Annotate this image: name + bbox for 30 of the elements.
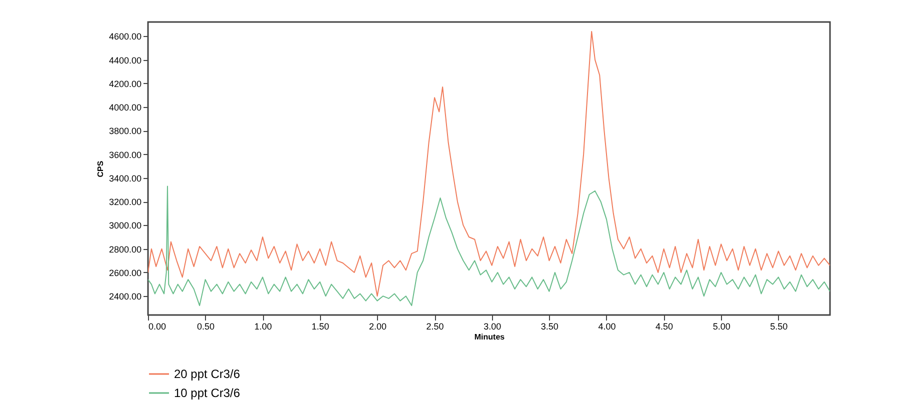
- y-tick-label: 2400.00: [108, 292, 142, 302]
- line-series: [148, 186, 830, 306]
- y-tick-label: 3800.00: [108, 126, 142, 136]
- x-tick-label: 2.00: [368, 322, 387, 332]
- x-tick-label: 1.50: [312, 322, 330, 332]
- x-tick-label: 5.50: [770, 322, 788, 332]
- y-tick-label: 4400.00: [108, 55, 142, 66]
- x-tick-label: 4.00: [598, 322, 616, 332]
- x-tick-label: 0.00: [148, 322, 166, 332]
- legend-label: 20 ppt Cr3/6: [174, 367, 240, 381]
- y-tick-label: 4200.00: [108, 78, 142, 89]
- line-series: [148, 30, 830, 297]
- x-tick-label: 1.00: [254, 322, 272, 332]
- y-tick-label: 4000.00: [108, 102, 142, 113]
- x-tick-label: 0.50: [197, 322, 215, 332]
- y-axis-title: CPS: [96, 160, 105, 178]
- x-tick-label: 2.50: [426, 322, 444, 332]
- y-tick-label: 3600.00: [108, 150, 142, 160]
- x-tick-label: 3.50: [540, 322, 558, 332]
- x-tick-label: 4.50: [656, 322, 674, 332]
- y-tick-label: 2600.00: [108, 268, 142, 278]
- y-tick-label: 2800.00: [108, 244, 142, 254]
- y-tick-label: 3200.00: [108, 197, 142, 208]
- y-tick-label: 4600.00: [108, 32, 142, 42]
- x-tick-label: 3.00: [484, 322, 502, 332]
- x-tick-label: 5.00: [712, 322, 730, 332]
- y-tick-label: 3000.00: [108, 220, 142, 231]
- x-axis-title: Minutes: [474, 332, 506, 342]
- y-tick-label: 3400.00: [108, 173, 142, 184]
- legend-label: 10 ppt Cr3/6: [174, 386, 240, 400]
